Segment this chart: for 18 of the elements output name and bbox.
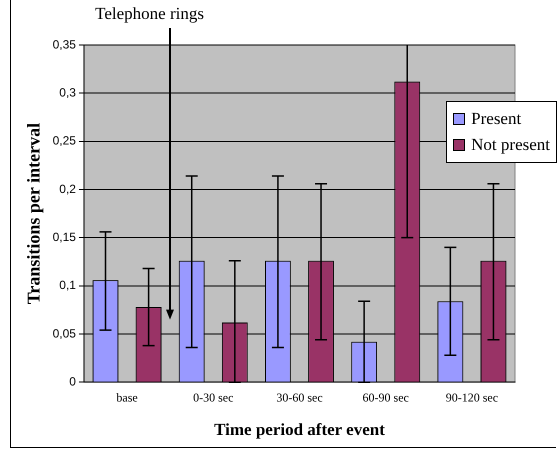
y-tick-label: 0	[69, 374, 76, 389]
text: Telephone rings	[95, 4, 204, 24]
y-tick-label: 0,35	[52, 37, 76, 52]
y-tick-label: 0,1	[59, 278, 76, 292]
y-axis-title: Transitions per interval	[23, 122, 44, 304]
x-tick-label: 0-30 sec	[193, 390, 234, 405]
x-tick-label: 60-90 sec	[362, 390, 409, 405]
legend-label: Present	[471, 109, 522, 129]
x-tick-label: base	[116, 390, 138, 405]
y-tick-label: 0,05	[52, 326, 76, 340]
x-tick-label: 90-120 sec	[446, 390, 498, 405]
y-tick-label: 0,15	[52, 230, 76, 244]
y-tick-label: 0,3	[59, 85, 76, 100]
y-tick-label: 0,2	[59, 182, 76, 196]
y-tick-label: 0,25	[52, 134, 76, 148]
x-tick-label: 30-60 sec	[276, 390, 323, 405]
legend-label: Not present	[471, 135, 550, 155]
x-axis-title: Time period after event	[214, 420, 386, 440]
